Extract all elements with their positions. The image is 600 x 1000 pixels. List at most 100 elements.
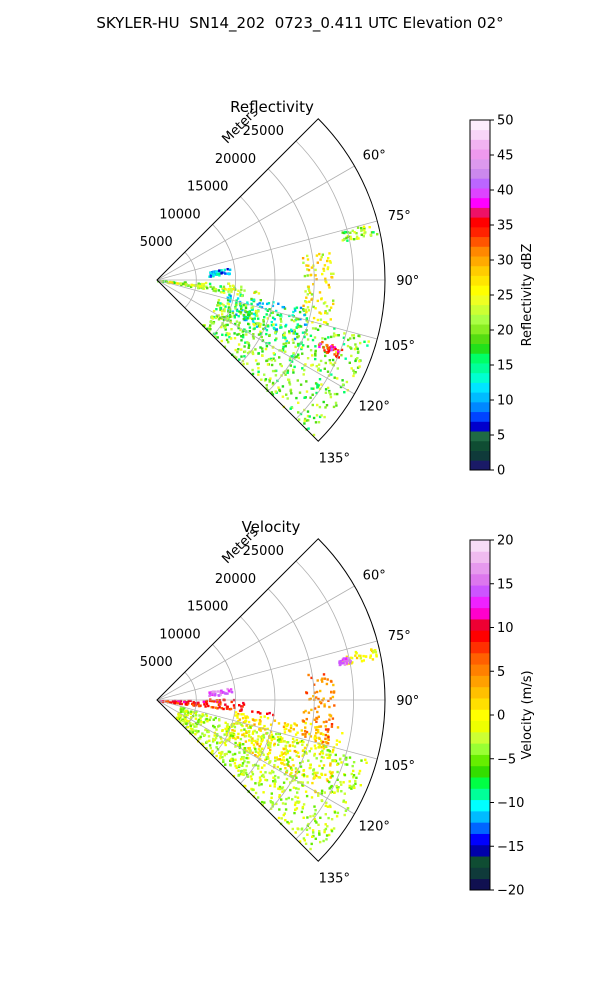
echo-cell bbox=[210, 271, 214, 274]
echo-cell bbox=[329, 771, 333, 775]
echo-cell bbox=[236, 743, 240, 747]
echo-cell bbox=[284, 323, 288, 327]
echo-cell bbox=[227, 310, 230, 313]
echo-cell bbox=[296, 332, 299, 336]
echo-cell bbox=[197, 282, 200, 285]
echo-cell bbox=[324, 733, 327, 737]
echo-cell bbox=[208, 739, 211, 742]
echo-cell bbox=[322, 720, 326, 724]
theta-tick-label: 120° bbox=[359, 819, 390, 834]
echo-cell bbox=[241, 733, 244, 736]
echo-cell bbox=[243, 760, 246, 763]
echo-cell bbox=[240, 307, 243, 310]
theta-tick-label: 90° bbox=[396, 274, 419, 289]
echo-cell bbox=[202, 324, 206, 328]
echo-cell bbox=[324, 406, 327, 409]
echo-cell bbox=[269, 745, 272, 749]
echo-cell bbox=[222, 707, 225, 711]
echo-cell bbox=[303, 368, 306, 372]
echo-cell bbox=[369, 233, 372, 237]
echo-cell bbox=[333, 346, 337, 349]
echo-cell bbox=[267, 743, 270, 747]
echo-cell bbox=[208, 744, 212, 747]
echo-cell bbox=[312, 695, 315, 698]
echo-cell bbox=[238, 722, 241, 725]
echo-cell bbox=[276, 765, 279, 769]
echo-cell bbox=[227, 728, 230, 731]
echo-cell bbox=[299, 761, 302, 765]
angular-gridline bbox=[156, 585, 355, 701]
echo-cell bbox=[356, 347, 359, 350]
echo-cell bbox=[357, 772, 361, 775]
echo-cell bbox=[305, 264, 308, 267]
echo-cell bbox=[284, 336, 287, 340]
echo-cell bbox=[290, 328, 293, 331]
echo-cell bbox=[229, 285, 232, 288]
echo-cell bbox=[301, 754, 304, 758]
echo-cell bbox=[251, 305, 255, 308]
echo-cell bbox=[332, 272, 335, 275]
echo-cell bbox=[360, 759, 363, 762]
echo-cell bbox=[326, 259, 329, 263]
echo-cell bbox=[303, 746, 307, 750]
echo-cell bbox=[343, 773, 347, 777]
echo-cell bbox=[220, 302, 224, 306]
echo-cell bbox=[320, 678, 323, 682]
echo-cell bbox=[217, 301, 220, 304]
echo-cell bbox=[248, 326, 252, 329]
echo-cell bbox=[236, 714, 239, 717]
echo-cell bbox=[318, 378, 322, 381]
echo-cell bbox=[247, 726, 250, 729]
echo-cell bbox=[282, 813, 285, 817]
echo-cell bbox=[259, 770, 262, 774]
echo-cell bbox=[286, 723, 290, 726]
echo-cell bbox=[297, 781, 300, 784]
echo-cell bbox=[306, 781, 309, 784]
echo-cell bbox=[223, 315, 226, 319]
echo-cell bbox=[283, 331, 286, 334]
echo-cell bbox=[224, 323, 227, 327]
echo-cell bbox=[242, 713, 245, 716]
echo-cell bbox=[223, 733, 226, 736]
echo-cell bbox=[325, 834, 329, 837]
echo-cell bbox=[287, 796, 290, 800]
echo-cell bbox=[256, 796, 260, 799]
echo-cell bbox=[242, 317, 245, 321]
velocity-panel: Velocity 500010000150002000025000Meters6… bbox=[140, 518, 535, 899]
echo-cell bbox=[220, 737, 223, 740]
echo-cell bbox=[274, 390, 277, 393]
echo-cell bbox=[330, 272, 333, 275]
echo-cell bbox=[245, 772, 248, 775]
theta-tick-label: 105° bbox=[384, 339, 415, 354]
echo-cell bbox=[283, 740, 286, 743]
echo-cell bbox=[327, 699, 330, 702]
echo-cell bbox=[208, 699, 212, 703]
echo-cell bbox=[251, 317, 254, 321]
echo-cell bbox=[273, 719, 277, 722]
echo-cell bbox=[304, 290, 307, 293]
echo-cell bbox=[288, 381, 291, 384]
echo-cell bbox=[317, 776, 320, 779]
echo-cell bbox=[258, 745, 261, 748]
echo-cell bbox=[269, 760, 272, 763]
echo-cell bbox=[281, 802, 285, 805]
echo-cell bbox=[254, 754, 257, 757]
echo-cell bbox=[360, 660, 364, 663]
echo-cell bbox=[243, 747, 247, 750]
echo-cell bbox=[258, 776, 262, 779]
echo-cell bbox=[300, 781, 303, 784]
echo-cell bbox=[233, 355, 236, 358]
echo-cell bbox=[242, 771, 246, 774]
echo-cell bbox=[350, 354, 353, 358]
echo-cell bbox=[197, 718, 201, 722]
echo-cell bbox=[223, 287, 227, 291]
echo-cell bbox=[267, 757, 270, 760]
velocity-plot-area: 500010000150002000025000Meters60°75°90°1… bbox=[140, 525, 420, 887]
echo-cell bbox=[349, 231, 352, 234]
echo-cell bbox=[258, 302, 261, 305]
echo-cell bbox=[235, 356, 238, 359]
echo-cell bbox=[327, 283, 330, 287]
echo-cell bbox=[240, 288, 243, 291]
echo-cell bbox=[276, 758, 279, 761]
colorbar-segment bbox=[470, 207, 490, 218]
